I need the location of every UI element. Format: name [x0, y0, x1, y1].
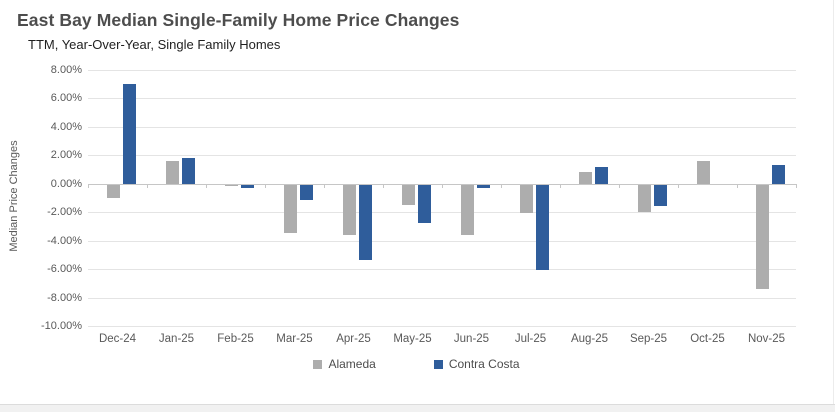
alameda-legend-swatch-icon: [313, 359, 323, 369]
bar-contra-costa-nov-25: [772, 165, 785, 184]
window-bottom-edge: [0, 404, 835, 412]
gridline: [88, 326, 796, 327]
legend-label-contra-costa: Contra Costa: [448, 357, 520, 371]
chart-subtitle: TTM, Year-Over-Year, Single Family Homes: [28, 37, 281, 52]
gridline: [88, 269, 796, 271]
y-tick-label: -10.00%: [41, 320, 82, 332]
bar-contra-costa-jan-25: [182, 158, 195, 184]
axis-tick-mark-icon: [796, 183, 797, 188]
gridline: [88, 240, 796, 242]
bar-alameda-jun-25: [461, 184, 474, 235]
axis-tick-mark-icon: [324, 183, 325, 188]
axis-tick-mark-icon: [619, 183, 620, 188]
x-tick-label: Apr-25: [336, 333, 371, 345]
legend-item-contra-costa: Contra Costa: [433, 357, 520, 371]
y-tick-label: -8.00%: [47, 291, 82, 304]
bar-contra-costa-jun-25: [477, 184, 490, 188]
legend-label-alameda: Alameda: [328, 357, 376, 371]
y-tick-label: 0.00%: [50, 177, 82, 190]
bar-alameda-apr-25: [343, 184, 356, 235]
axis-tick-mark-icon: [206, 183, 207, 188]
axis-tick-mark-icon: [560, 183, 561, 188]
gridline: [88, 297, 796, 299]
y-tick-label: 8.00%: [50, 64, 82, 76]
x-tick-label: Oct-25: [690, 333, 725, 345]
bar-alameda-mar-25: [284, 184, 297, 234]
bar-alameda-may-25: [402, 184, 415, 205]
gridline: [88, 212, 796, 214]
bar-alameda-jul-25: [520, 184, 533, 214]
bar-contra-costa-feb-25: [241, 184, 254, 188]
x-tick-label: Jul-25: [514, 333, 547, 345]
axis-tick-mark-icon: [265, 183, 266, 188]
bar-contra-costa-mar-25: [300, 184, 313, 201]
gridline: [88, 98, 796, 100]
axis-tick-mark-icon: [147, 183, 148, 188]
x-tick-label: May-25: [393, 333, 432, 345]
bar-contra-costa-jul-25: [536, 184, 549, 271]
x-axis-tick-labels: Dec-24 Jan-25 Feb-25 Mar-25 Apr-25 May-25 Jun-…: [88, 333, 796, 349]
x-tick-label: Sep-25: [629, 333, 668, 345]
y-axis-tick-labels: 8.00% 6.00% 4.00% 2.00% 0.00% -2.00% -4.00% -6.…: [0, 64, 82, 332]
x-tick-label: Dec-24: [98, 333, 137, 345]
axis-tick-mark-icon: [737, 183, 738, 188]
bar-contra-costa-aug-25: [595, 166, 608, 184]
axis-tick-mark-icon: [678, 183, 679, 188]
x-tick-label: Jun-25: [453, 333, 490, 345]
x-tick-label: Nov-25: [747, 333, 786, 345]
x-tick-label: Aug-25: [570, 333, 609, 345]
x-tick-label: Jan-25: [158, 333, 195, 345]
gridline: [88, 126, 796, 128]
axis-tick-mark-icon: [88, 183, 89, 188]
y-tick-label: 4.00%: [50, 120, 82, 133]
bar-alameda-sep-25: [638, 184, 651, 212]
y-tick-label: -6.00%: [47, 263, 82, 276]
bar-alameda-oct-25: [697, 161, 710, 184]
bar-alameda-nov-25: [756, 184, 769, 289]
x-tick-label: Mar-25: [276, 333, 313, 345]
bar-contra-costa-dec-24: [123, 84, 136, 184]
legend-item-alameda: Alameda: [313, 357, 376, 371]
chart-title: East Bay Median Single-Family Home Price…: [17, 10, 460, 30]
plot-area: [88, 70, 797, 327]
bar-alameda-aug-25: [579, 172, 592, 184]
y-tick-label: 2.00%: [50, 149, 82, 162]
axis-tick-mark-icon: [442, 183, 443, 188]
contra-costa-legend-swatch-icon: [433, 359, 443, 369]
chart-legend: Alameda Contra Costa: [0, 357, 833, 371]
bar-contra-costa-apr-25: [359, 184, 372, 261]
y-tick-label: -2.00%: [47, 206, 82, 219]
bar-alameda-feb-25: [225, 184, 238, 187]
bar-alameda-dec-24: [107, 184, 120, 198]
y-tick-label: 6.00%: [50, 92, 82, 105]
bar-contra-costa-sep-25: [654, 184, 667, 207]
bar-alameda-jan-25: [166, 161, 179, 184]
x-tick-label: Feb-25: [217, 333, 254, 345]
bar-contra-costa-may-25: [418, 184, 431, 224]
y-tick-label: -4.00%: [47, 234, 82, 247]
gridline: [88, 70, 796, 71]
axis-tick-mark-icon: [501, 183, 502, 188]
axis-tick-mark-icon: [383, 183, 384, 188]
gridline: [88, 155, 796, 157]
